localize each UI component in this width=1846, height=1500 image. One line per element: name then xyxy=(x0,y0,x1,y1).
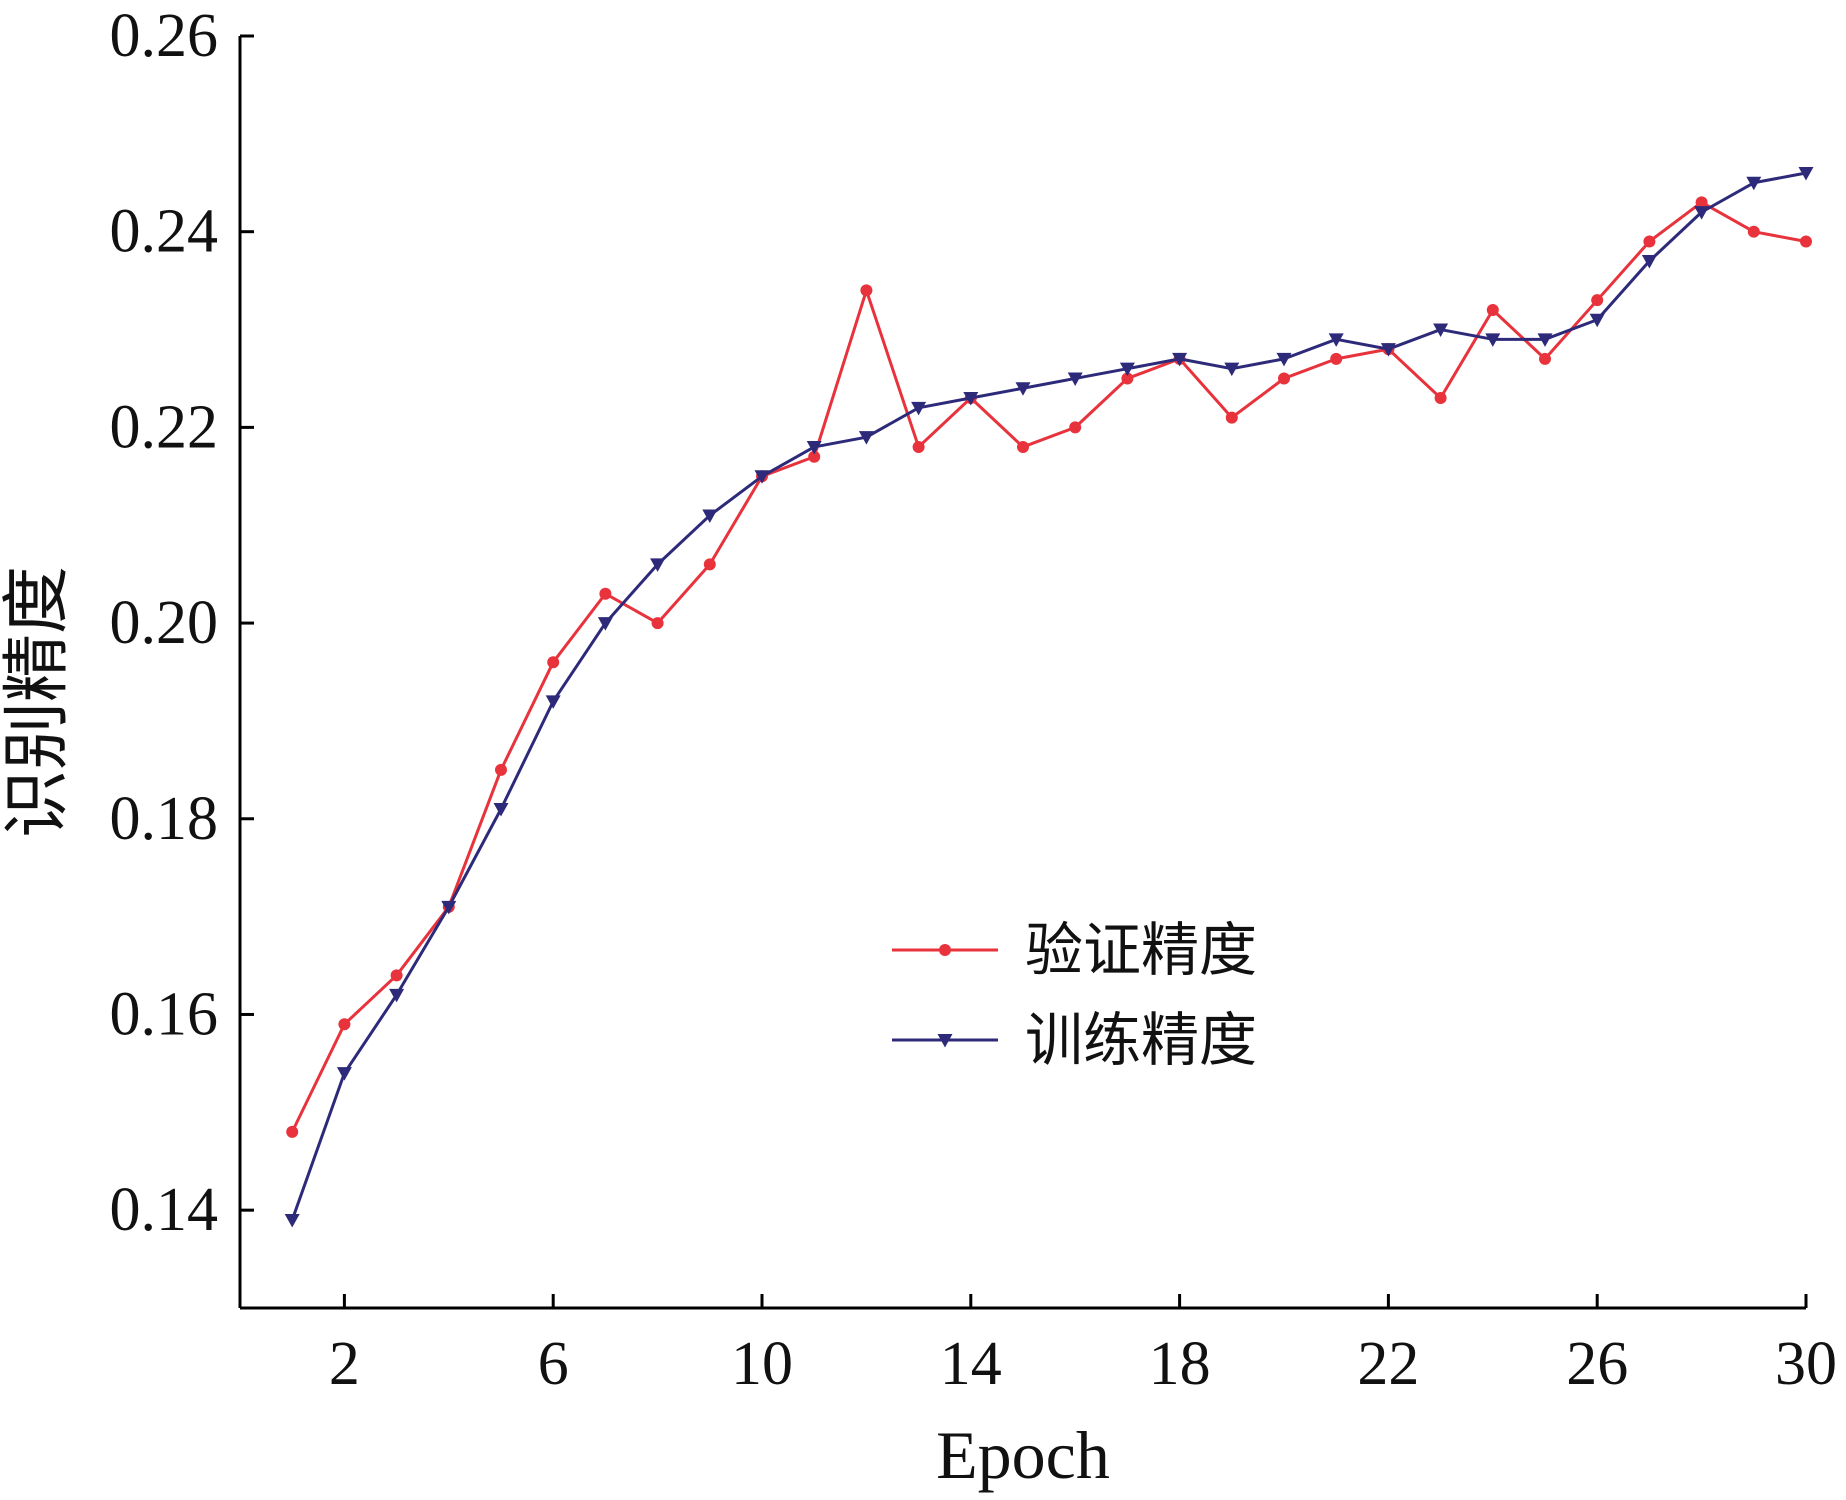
data-point xyxy=(754,470,770,484)
y-tick-label: 0.18 xyxy=(110,785,219,853)
data-point xyxy=(1746,176,1762,191)
data-point xyxy=(1643,235,1656,248)
data-point xyxy=(1172,352,1188,367)
y-tick-label: 0.20 xyxy=(110,589,219,657)
data-point xyxy=(963,392,979,406)
legend-marker-training xyxy=(937,1034,953,1048)
data-point xyxy=(1067,372,1083,386)
data-point xyxy=(1798,166,1814,181)
data-point xyxy=(1119,362,1135,377)
data-point xyxy=(808,450,821,463)
data-point xyxy=(1485,333,1501,347)
data-point xyxy=(1328,333,1344,347)
y-axis-title: 识别精度 xyxy=(0,566,75,838)
legend-item-training: 训练精度 xyxy=(892,1006,1257,1074)
data-point xyxy=(806,440,822,455)
series-line xyxy=(290,200,1807,1133)
data-point xyxy=(493,802,509,817)
series-layer xyxy=(284,166,1814,1228)
x-tick-label: 2 xyxy=(329,1330,360,1398)
data-point xyxy=(286,1125,299,1138)
legend-marker-validation xyxy=(939,944,951,956)
x-axis-title: Epoch xyxy=(936,1417,1110,1493)
data-point xyxy=(650,558,666,572)
data-point xyxy=(911,401,927,416)
data-point xyxy=(1539,352,1551,365)
data-point xyxy=(545,695,561,709)
data-point xyxy=(702,509,718,523)
data-point xyxy=(651,617,664,630)
data-point xyxy=(1224,362,1240,377)
data-point xyxy=(1694,206,1710,220)
data-point xyxy=(1278,372,1290,385)
data-point xyxy=(1747,225,1760,238)
data-point xyxy=(1380,343,1396,357)
data-point xyxy=(599,587,612,600)
data-point xyxy=(597,617,613,631)
data-point xyxy=(860,284,873,297)
series-1 xyxy=(284,166,1814,1228)
x-tick-label: 18 xyxy=(1149,1330,1211,1398)
y-tick-label: 0.14 xyxy=(110,1176,219,1244)
data-point xyxy=(1433,323,1449,338)
legend-label-validation: 验证精度 xyxy=(1025,916,1257,984)
data-point xyxy=(1225,411,1238,424)
x-tick-label: 26 xyxy=(1566,1330,1628,1398)
data-point xyxy=(1121,372,1134,385)
legend-item-validation: 验证精度 xyxy=(892,916,1257,984)
data-point xyxy=(1069,421,1082,434)
x-tick-label: 22 xyxy=(1357,1330,1419,1398)
data-point xyxy=(389,988,405,1003)
y-tick-label: 0.26 xyxy=(110,2,219,70)
data-point xyxy=(547,656,560,669)
data-point xyxy=(1017,440,1029,453)
data-point xyxy=(1015,382,1031,396)
data-point xyxy=(1537,333,1553,347)
data-point xyxy=(1800,235,1812,248)
data-point xyxy=(858,431,874,445)
data-point xyxy=(1434,392,1447,405)
series-0 xyxy=(286,196,1812,1138)
y-tick-label: 0.16 xyxy=(110,980,219,1048)
series-line xyxy=(290,171,1807,1221)
data-point xyxy=(284,1213,300,1228)
y-ticks: 0.14 0.16 0.18 0.20 0.22 0.24 0.26 xyxy=(110,2,254,1244)
x-tick-label: 30 xyxy=(1775,1330,1837,1398)
data-point xyxy=(912,440,925,453)
legend: 验证精度 训练精度 xyxy=(892,916,1257,1074)
data-point xyxy=(1330,352,1343,365)
legend-label-training: 训练精度 xyxy=(1025,1006,1257,1074)
axes xyxy=(238,36,1806,1310)
data-point xyxy=(1486,303,1499,316)
data-point xyxy=(1695,196,1708,209)
data-point xyxy=(1591,294,1604,307)
x-ticks: 2 6 10 14 18 22 26 30 xyxy=(329,1294,1837,1398)
data-point xyxy=(390,969,403,982)
data-point xyxy=(495,763,507,776)
y-tick-label: 0.22 xyxy=(110,393,219,461)
y-tick-label: 0.24 xyxy=(110,198,219,266)
data-point xyxy=(703,558,716,571)
data-point xyxy=(1276,352,1292,367)
data-point xyxy=(336,1067,352,1081)
data-point xyxy=(441,900,457,915)
x-tick-label: 10 xyxy=(731,1330,793,1398)
data-point xyxy=(1641,255,1657,269)
x-tick-label: 6 xyxy=(538,1330,569,1398)
data-point xyxy=(1589,313,1605,328)
data-point xyxy=(338,1018,351,1031)
x-tick-label: 14 xyxy=(940,1330,1002,1398)
